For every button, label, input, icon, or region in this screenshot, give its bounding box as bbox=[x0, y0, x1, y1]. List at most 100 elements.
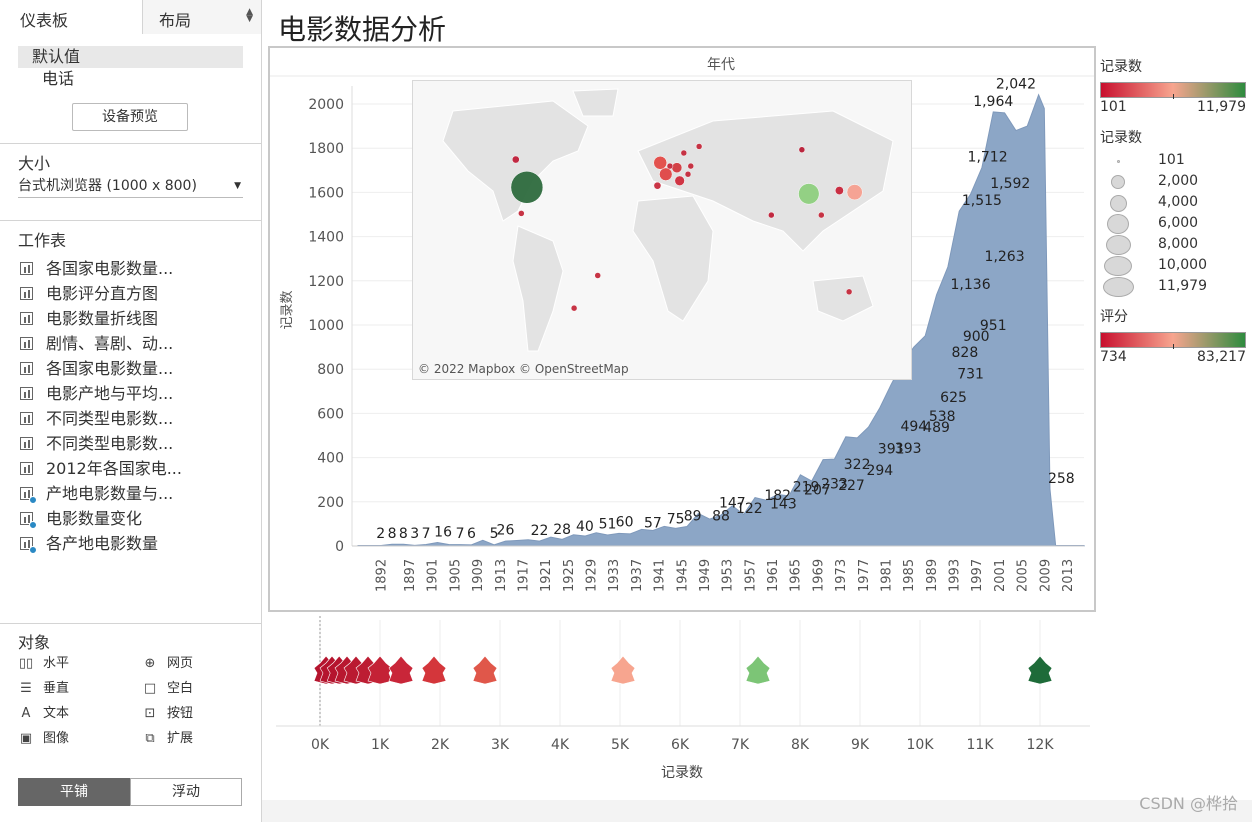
map-bubble[interactable] bbox=[798, 183, 820, 205]
size-select[interactable]: 台式机浏览器 (1000 x 800) ▼ bbox=[18, 176, 243, 198]
worksheet-item[interactable]: 剧情、喜剧、动... bbox=[20, 331, 182, 356]
map-bubble[interactable] bbox=[835, 186, 844, 195]
device-phone[interactable]: 电话 bbox=[42, 69, 75, 88]
size-legend-item: 4,000 bbox=[1100, 193, 1250, 214]
data-label: 1,964 bbox=[973, 94, 1013, 110]
map-bubble[interactable] bbox=[687, 162, 695, 170]
map-bubble[interactable] bbox=[845, 288, 853, 296]
map-bubble[interactable] bbox=[518, 210, 525, 217]
map-bubble[interactable] bbox=[511, 155, 520, 164]
layout-mode-toggle: 平铺 浮动 bbox=[18, 778, 242, 806]
data-label: 227 bbox=[838, 478, 865, 494]
worksheet-icon bbox=[20, 387, 33, 400]
worksheet-item[interactable]: 电影产地与平均... bbox=[20, 381, 182, 406]
object-extension[interactable]: ⧉ 扩展 bbox=[142, 729, 193, 749]
worksheet-label: 各国家电影数量... bbox=[46, 359, 174, 378]
tab-layout[interactable]: 布局 ▲ ▼ bbox=[143, 0, 261, 34]
object-blank[interactable]: □ 空白 bbox=[142, 679, 193, 699]
object-horizontal[interactable]: ▯▯ 水平 bbox=[18, 654, 69, 674]
map-bubble[interactable] bbox=[768, 211, 775, 219]
score-color-legend[interactable] bbox=[1100, 332, 1246, 349]
size-legend-item: 8,000 bbox=[1100, 235, 1250, 256]
object-button[interactable]: ⊡ 按钮 bbox=[142, 704, 193, 724]
extension-icon: ⧉ bbox=[145, 731, 155, 746]
size-circle bbox=[1102, 277, 1134, 297]
x-tick-label: 1965 bbox=[789, 559, 804, 592]
divider bbox=[0, 623, 262, 624]
map-bubble[interactable] bbox=[653, 156, 668, 170]
map-bubble[interactable] bbox=[798, 146, 806, 153]
horizontal-icon: ▯▯ bbox=[18, 656, 34, 671]
land-shape bbox=[512, 225, 564, 352]
blank-icon: □ bbox=[143, 681, 157, 696]
object-web[interactable]: ⊕ 网页 bbox=[142, 654, 193, 674]
world-map[interactable]: © 2022 Mapbox © OpenStreetMap bbox=[412, 80, 912, 380]
land-shape bbox=[572, 88, 619, 117]
map-bubble[interactable] bbox=[594, 272, 601, 279]
x-tick-label: 1957 bbox=[743, 559, 758, 592]
gradient-midpoint bbox=[1173, 344, 1174, 349]
device-default[interactable]: 默认值 bbox=[18, 46, 243, 68]
worksheet-item[interactable]: 不同类型电影数... bbox=[20, 406, 182, 431]
worksheet-item[interactable]: 2012年各国家电... bbox=[20, 456, 182, 481]
map-bubble[interactable] bbox=[653, 181, 662, 190]
data-label: 1,515 bbox=[962, 193, 1002, 209]
globe-icon: ⊕ bbox=[144, 656, 156, 671]
x-tick-label: 1953 bbox=[721, 559, 736, 592]
land-shape bbox=[632, 195, 714, 322]
worksheet-item[interactable]: 电影评分直方图 bbox=[20, 281, 182, 306]
object-text[interactable]: A 文本 bbox=[18, 704, 69, 724]
mode-floating-button[interactable]: 浮动 bbox=[130, 778, 242, 806]
data-label: 828 bbox=[952, 345, 979, 361]
size-circle bbox=[1111, 175, 1125, 189]
worksheet-item[interactable]: 各产地电影数量 bbox=[20, 531, 182, 556]
map-bubble[interactable] bbox=[695, 143, 703, 150]
worksheet-item[interactable]: 各国家电影数量... bbox=[20, 256, 182, 281]
object-vertical[interactable]: ☰ 垂直 bbox=[18, 679, 69, 699]
worksheet-label: 不同类型电影数... bbox=[46, 434, 174, 453]
chevron-down-icon: ▼ bbox=[234, 181, 241, 191]
worksheet-item[interactable]: 电影数量变化 bbox=[20, 506, 182, 531]
map-bubble[interactable] bbox=[659, 167, 673, 181]
worksheets-title: 工作表 bbox=[18, 231, 67, 250]
worksheet-label: 剧情、喜剧、动... bbox=[46, 334, 174, 353]
map-bubble[interactable] bbox=[674, 175, 685, 186]
map-bubble[interactable] bbox=[666, 162, 674, 170]
worksheet-label: 各产地电影数量 bbox=[46, 534, 159, 553]
data-label: 233 bbox=[821, 477, 848, 493]
size-circle bbox=[1116, 159, 1120, 163]
count-color-legend[interactable] bbox=[1100, 82, 1246, 99]
data-label: 258 bbox=[1048, 471, 1075, 487]
score-legend-max: 83,217 bbox=[1197, 349, 1246, 365]
size-legend[interactable]: 101 2,000 4,000 6,000 8,000 10,000 11,979 bbox=[1100, 151, 1250, 298]
area-series[interactable] bbox=[357, 93, 1085, 547]
map-bubble[interactable] bbox=[680, 149, 688, 157]
worksheet-icon bbox=[20, 287, 33, 300]
map-bubble[interactable] bbox=[510, 171, 544, 204]
x-tick-label: 1921 bbox=[539, 559, 554, 592]
tab-layout-label: 布局 bbox=[159, 11, 192, 30]
gradient-midpoint bbox=[1173, 94, 1174, 99]
x-tick-label: 1913 bbox=[494, 559, 509, 592]
worksheet-item[interactable]: 各国家电影数量... bbox=[20, 356, 182, 381]
mode-tiled-button[interactable]: 平铺 bbox=[18, 778, 130, 806]
data-label: 951 bbox=[980, 318, 1007, 334]
size-label: 10,000 bbox=[1158, 257, 1207, 273]
worksheet-item[interactable]: 电影数量折线图 bbox=[20, 306, 182, 331]
worksheet-item[interactable]: 产地电影数量与... bbox=[20, 481, 182, 506]
worksheet-icon bbox=[20, 512, 37, 529]
tab-dashboard[interactable]: 仪表板 bbox=[0, 0, 143, 34]
map-bubble[interactable] bbox=[570, 304, 578, 312]
size-legend-item: 2,000 bbox=[1100, 172, 1250, 193]
map-canvas bbox=[442, 88, 894, 352]
map-bubble[interactable] bbox=[671, 162, 683, 174]
map-bubble[interactable] bbox=[846, 184, 863, 201]
map-bubble[interactable] bbox=[818, 211, 825, 219]
worksheet-item[interactable]: 不同类型电影数... bbox=[20, 431, 182, 456]
object-image[interactable]: ▣ 图像 bbox=[18, 729, 69, 749]
device-preview-button[interactable]: 设备预览 bbox=[72, 103, 188, 131]
map-bubble[interactable] bbox=[684, 170, 692, 178]
y-tick-label: 400 bbox=[317, 451, 344, 467]
worksheet-label: 2012年各国家电... bbox=[46, 459, 182, 478]
x-tick-label: 1905 bbox=[448, 559, 463, 592]
